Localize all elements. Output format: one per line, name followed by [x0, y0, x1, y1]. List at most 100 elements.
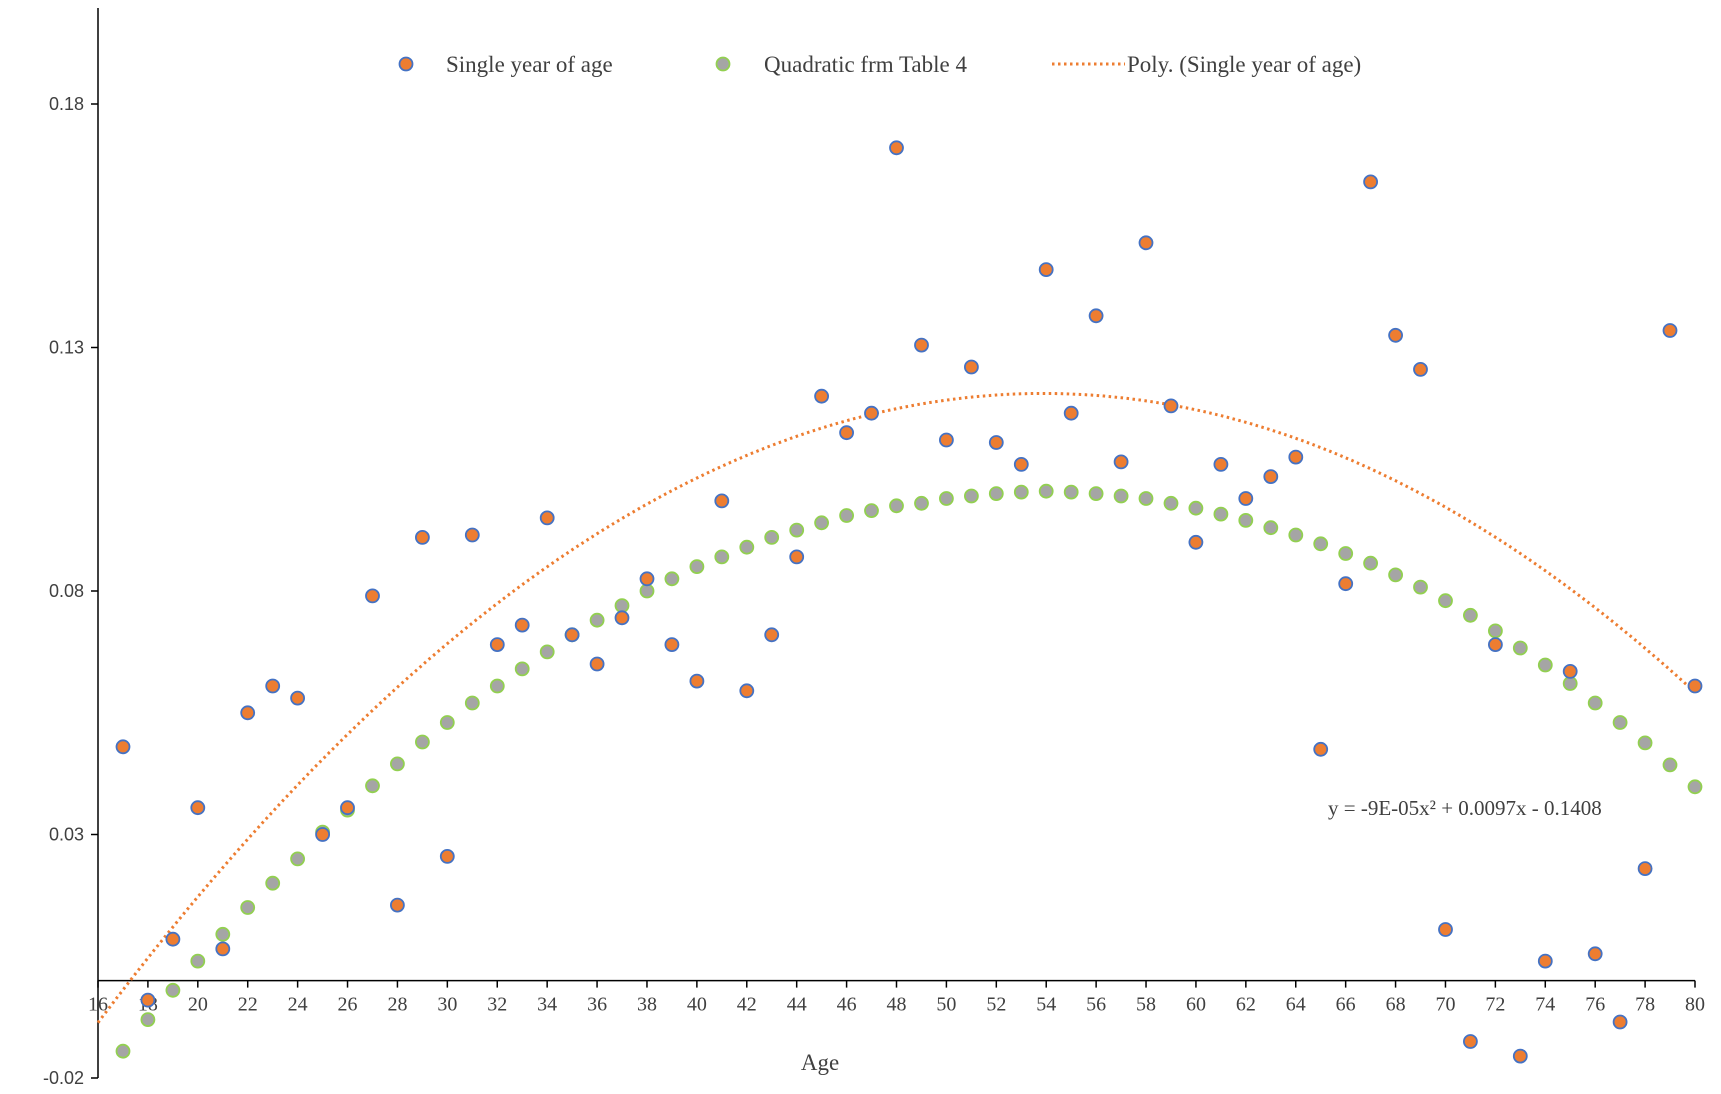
point-quadratic — [1537, 657, 1553, 673]
point-quadratic — [115, 1043, 131, 1059]
point-quadratic — [789, 522, 805, 538]
point-quadratic — [365, 778, 380, 794]
legend-marker-quadratic — [715, 56, 731, 72]
y-tick-label: -0.02 — [43, 1068, 84, 1088]
x-tick-label: 16 — [88, 994, 108, 1016]
x-axis-title: Age — [801, 1050, 839, 1075]
trendline-poly — [96, 392, 1697, 1024]
point-quadratic — [1038, 483, 1054, 499]
point-quadratic — [764, 530, 780, 545]
x-tick-label: 36 — [587, 994, 607, 1016]
x-tick-label: 54 — [1036, 994, 1056, 1016]
x-tick-label: 42 — [737, 994, 757, 1016]
y-tick-label: 0.18 — [49, 94, 84, 114]
point-quadratic — [1313, 536, 1329, 552]
x-tick-label: 30 — [437, 994, 457, 1016]
legend: Single year of age Quadratic frm Table 4… — [398, 52, 1361, 77]
point-quadratic — [414, 734, 430, 750]
point-quadratic — [539, 644, 555, 660]
point-quadratic — [265, 875, 281, 891]
point-quadratic — [464, 695, 480, 711]
point-quadratic — [964, 488, 979, 504]
point-single-year — [589, 656, 605, 672]
axes: -0.020.030.080.130.181618202224262830323… — [43, 8, 1705, 1088]
point-single-year — [939, 432, 954, 448]
point-single-year — [115, 739, 131, 755]
point-quadratic — [664, 571, 680, 587]
point-single-year — [1612, 1014, 1628, 1030]
point-single-year — [789, 549, 805, 565]
point-single-year — [564, 627, 580, 643]
point-single-year — [165, 931, 181, 947]
point-single-year — [1537, 953, 1553, 969]
point-single-year — [365, 588, 380, 604]
x-tick-label: 64 — [1286, 994, 1306, 1016]
point-quadratic — [589, 612, 605, 628]
point-quadratic — [1263, 520, 1279, 536]
point-single-year — [964, 359, 979, 375]
x-tick-label: 46 — [837, 994, 857, 1016]
point-quadratic — [240, 900, 256, 915]
point-single-year — [864, 405, 879, 421]
point-single-year — [1213, 456, 1229, 472]
point-quadratic — [514, 661, 530, 677]
point-quadratic — [1188, 500, 1204, 516]
point-single-year — [439, 849, 455, 864]
point-single-year — [664, 637, 680, 652]
point-quadratic — [814, 515, 829, 531]
x-tick-label: 60 — [1186, 994, 1206, 1016]
point-single-year — [1313, 741, 1329, 757]
point-quadratic — [290, 851, 306, 867]
x-tick-label: 32 — [487, 994, 507, 1016]
point-single-year — [514, 617, 530, 633]
point-quadratic — [439, 715, 455, 730]
point-quadratic — [1138, 491, 1154, 506]
point-quadratic — [889, 498, 904, 514]
point-single-year — [340, 800, 355, 816]
point-quadratic — [1113, 488, 1129, 504]
point-single-year — [290, 690, 306, 706]
x-tick-label: 26 — [338, 994, 358, 1016]
point-single-year — [240, 705, 256, 721]
legend-label-quadratic: Quadratic frm Table 4 — [764, 52, 967, 77]
point-quadratic — [1413, 579, 1428, 595]
y-tick-label: 0.03 — [49, 825, 84, 845]
x-tick-label: 48 — [887, 994, 907, 1016]
point-single-year — [1488, 637, 1503, 652]
point-quadratic — [1637, 735, 1653, 751]
point-quadratic — [1562, 676, 1578, 691]
point-quadratic — [1438, 593, 1453, 609]
point-quadratic — [1163, 495, 1179, 511]
x-tick-label: 76 — [1585, 994, 1605, 1016]
point-single-year — [389, 897, 405, 913]
point-quadratic — [165, 982, 181, 998]
trendline-equation: y = -9E-05x² + 0.0097x - 0.1408 — [1328, 796, 1602, 820]
point-single-year — [1562, 664, 1578, 679]
point-single-year — [1587, 946, 1603, 962]
x-tick-label: 38 — [637, 994, 657, 1016]
point-single-year — [315, 827, 331, 842]
x-tick-label: 68 — [1386, 994, 1406, 1016]
point-quadratic — [1463, 607, 1478, 623]
point-quadratic — [914, 495, 929, 511]
point-quadratic — [1363, 555, 1378, 571]
point-quadratic — [1013, 484, 1029, 500]
point-quadratic — [1088, 486, 1104, 502]
point-single-year — [988, 435, 1004, 450]
point-single-year — [190, 800, 206, 816]
point-single-year — [1013, 456, 1029, 472]
point-single-year — [1063, 405, 1079, 421]
point-quadratic — [140, 1012, 156, 1027]
x-tick-label: 66 — [1336, 994, 1356, 1016]
x-tick-label: 44 — [787, 994, 807, 1016]
point-single-year — [1512, 1048, 1528, 1064]
point-single-year — [764, 627, 780, 643]
x-tick-label: 28 — [387, 994, 407, 1016]
point-single-year — [689, 673, 705, 689]
point-quadratic — [988, 486, 1004, 502]
point-single-year — [1463, 1034, 1478, 1049]
x-tick-label: 24 — [288, 994, 308, 1016]
y-tick-label: 0.13 — [49, 338, 84, 358]
point-single-year — [1662, 323, 1678, 338]
